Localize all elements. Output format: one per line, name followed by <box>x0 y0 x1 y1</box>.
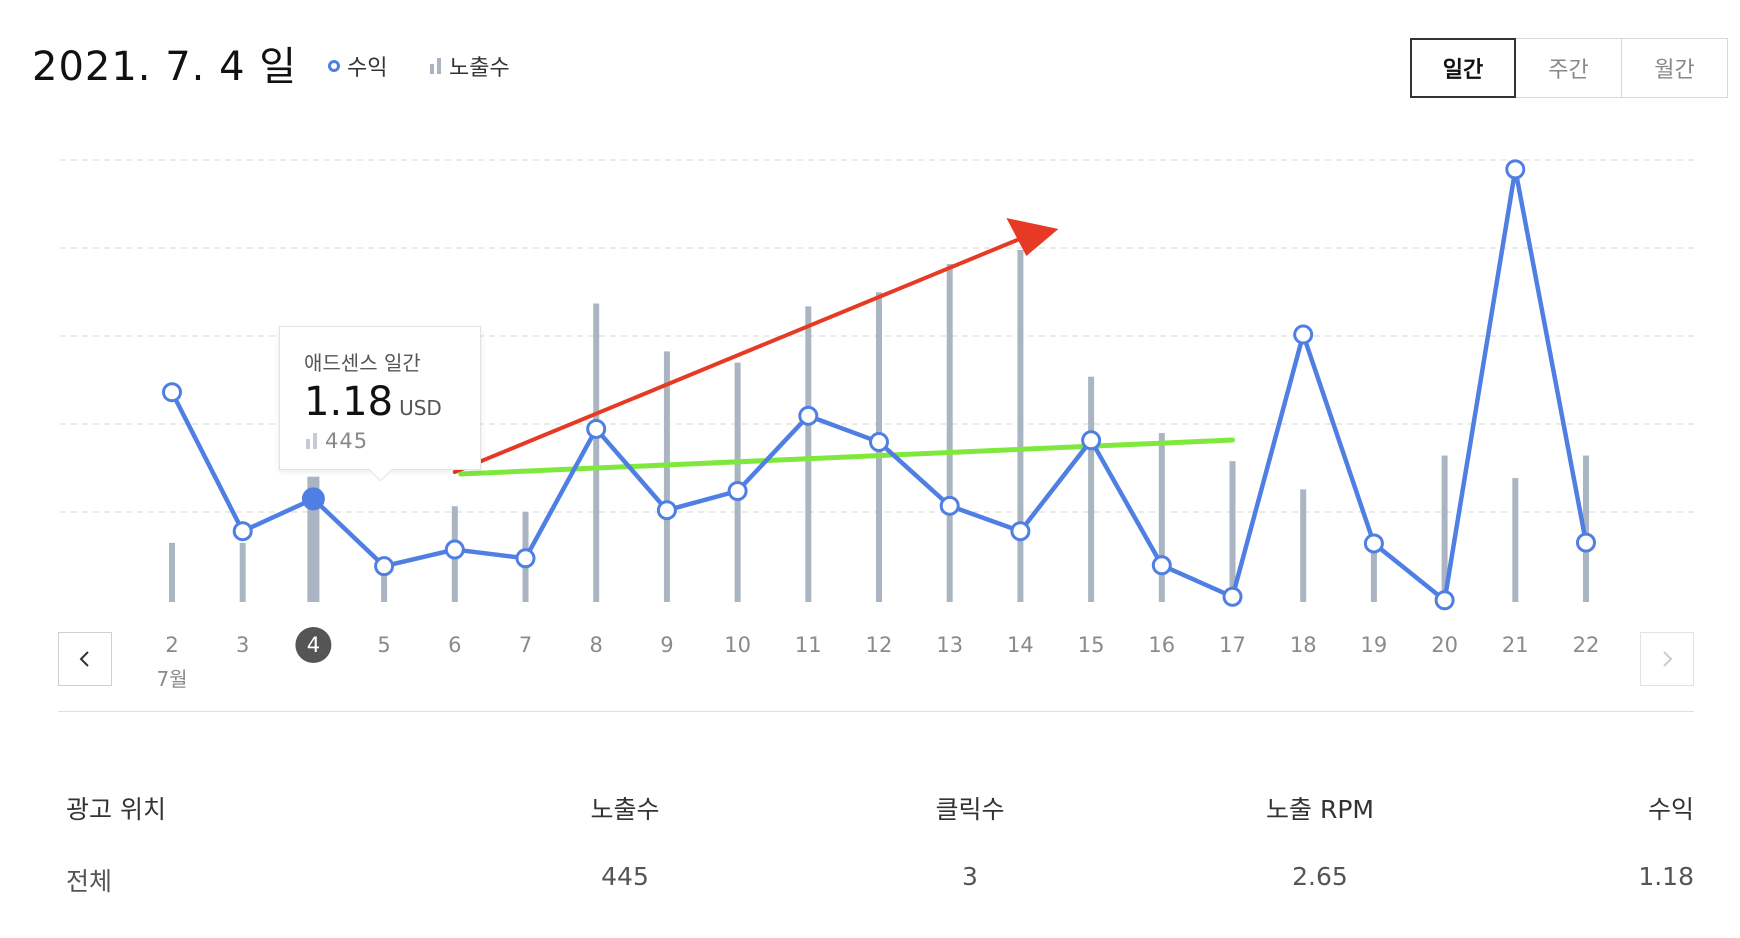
revenue-point-7 <box>515 548 536 569</box>
revenue-point-4 <box>301 487 325 511</box>
x-tick-label-6: 6 <box>448 633 461 657</box>
next-period-button[interactable] <box>1640 632 1694 686</box>
revenue-point-6 <box>444 539 465 560</box>
annotation-arrow-shaft <box>452 235 1027 474</box>
revenue-point-3 <box>232 521 253 542</box>
impression-bar-20 <box>1441 455 1448 602</box>
x-tick-label-22: 22 <box>1573 633 1600 657</box>
chevron-right-icon <box>1663 651 1673 667</box>
impression-bar-11 <box>805 306 812 602</box>
tab-weekly[interactable]: 주간 <box>1516 38 1622 98</box>
revenue-point-5 <box>374 556 395 577</box>
x-tick-label-2: 2 <box>165 633 178 657</box>
revenue-point-9 <box>656 500 677 521</box>
x-tick-label-19: 19 <box>1361 633 1388 657</box>
column-header-revenue: 수익 <box>1647 795 1694 824</box>
impression-bar-8 <box>593 303 600 602</box>
bar-chart-icon <box>306 433 317 449</box>
prev-period-button[interactable] <box>58 632 112 686</box>
x-tick-label-16: 16 <box>1148 633 1175 657</box>
tab-monthly[interactable]: 월간 <box>1622 38 1728 98</box>
revenue-point-2 <box>162 382 182 403</box>
impression-bar-14 <box>1017 250 1024 602</box>
table-cell-revenue: 1.18 <box>1638 862 1694 891</box>
revenue-point-11 <box>798 405 819 426</box>
revenue-point-20 <box>1434 590 1455 611</box>
tooltip-impressions: 445 <box>306 429 368 453</box>
table-cell-placement: 전체 <box>66 867 113 896</box>
revenue-point-16 <box>1151 555 1172 576</box>
revenue-point-21 <box>1505 159 1526 180</box>
impression-bar-17 <box>1229 461 1236 602</box>
legend-impressions: 노출수 <box>430 50 510 82</box>
impression-bar-15 <box>1088 376 1095 602</box>
impression-bar-9 <box>663 351 670 602</box>
legend-revenue-label: 수익 <box>347 56 388 81</box>
revenue-point-13 <box>939 495 960 516</box>
page-title: 2021. 7. 4 일 <box>32 44 298 90</box>
selected-day-badge <box>295 627 332 663</box>
x-tick-label-7: 7 <box>519 633 532 657</box>
column-header-clicks: 클릭수 <box>935 795 1005 824</box>
annotation-trend-line <box>458 437 1235 477</box>
revenue-point-15 <box>1081 430 1102 451</box>
chevron-left-icon <box>79 651 89 667</box>
x-tick-label-14: 14 <box>1007 633 1034 657</box>
divider <box>58 711 1694 712</box>
x-tick-label-4: 4 <box>307 633 320 657</box>
x-tick-label-15: 15 <box>1078 633 1105 657</box>
revenue-chart: 2 3 4 5 6 7 8 9 10 11 12 13 14 15 16 17 18 19 20 21 22 7월 <box>60 159 1694 691</box>
annotation-arrow-head <box>1006 218 1059 256</box>
chart-tooltip: 애드센스 일간 1.18 USD 445 <box>279 326 481 482</box>
legend-revenue: 수익 <box>328 50 387 82</box>
impression-bar-18 <box>1300 489 1307 602</box>
x-tick-label-11: 11 <box>795 633 822 657</box>
revenue-point-22 <box>1576 532 1596 553</box>
revenue-point-17 <box>1222 586 1243 607</box>
revenue-point-8 <box>586 418 607 439</box>
revenue-point-10 <box>727 481 748 502</box>
table-cell-rpm: 2.65 <box>1292 862 1348 891</box>
table-cell-clicks: 3 <box>962 862 978 891</box>
x-tick-label-5: 5 <box>377 633 390 657</box>
x-tick-label-17: 17 <box>1219 633 1246 657</box>
x-tick-label-8: 8 <box>590 633 603 657</box>
tooltip-title: 애드센스 일간 <box>304 351 421 375</box>
impression-bar-22 <box>1583 455 1589 602</box>
table-cell-impressions: 445 <box>601 862 649 891</box>
impression-bar-3 <box>239 542 246 602</box>
impression-bar-21 <box>1512 478 1519 602</box>
tooltip-unit: USD <box>399 396 442 420</box>
period-toggle: 일간 주간 월간 <box>1410 38 1728 98</box>
tooltip-value: 1.18 USD <box>304 379 442 425</box>
column-header-rpm: 노출 RPM <box>1266 795 1374 824</box>
impression-bar-5 <box>381 556 388 602</box>
x-tick-label-20: 20 <box>1431 633 1458 657</box>
x-month-label: 7월 <box>156 667 187 691</box>
revenue-point-12 <box>869 432 889 453</box>
impression-bar-16 <box>1158 433 1165 602</box>
x-tick-label-9: 9 <box>660 633 673 657</box>
impression-bar-19 <box>1370 540 1377 602</box>
column-header-placement: 광고 위치 <box>66 795 166 824</box>
impression-bar-2 <box>169 542 175 602</box>
x-tick-label-21: 21 <box>1502 633 1529 657</box>
x-tick-label-13: 13 <box>936 633 963 657</box>
revenue-dot-icon <box>328 60 340 72</box>
tab-daily[interactable]: 일간 <box>1410 38 1516 98</box>
impression-bar-13 <box>946 264 953 602</box>
tooltip-impressions-value: 445 <box>325 429 369 453</box>
column-header-impressions: 노출수 <box>590 795 660 824</box>
legend-impressions-label: 노출수 <box>449 56 510 81</box>
revenue-point-19 <box>1363 533 1384 554</box>
x-tick-label-10: 10 <box>724 633 751 657</box>
x-tick-label-12: 12 <box>866 633 893 657</box>
bar-chart-icon <box>430 58 441 74</box>
x-tick-label-18: 18 <box>1290 633 1317 657</box>
x-tick-label-3: 3 <box>236 633 249 657</box>
revenue-point-18 <box>1293 324 1314 345</box>
tooltip-amount: 1.18 <box>304 379 394 425</box>
revenue-point-14 <box>1010 521 1031 542</box>
